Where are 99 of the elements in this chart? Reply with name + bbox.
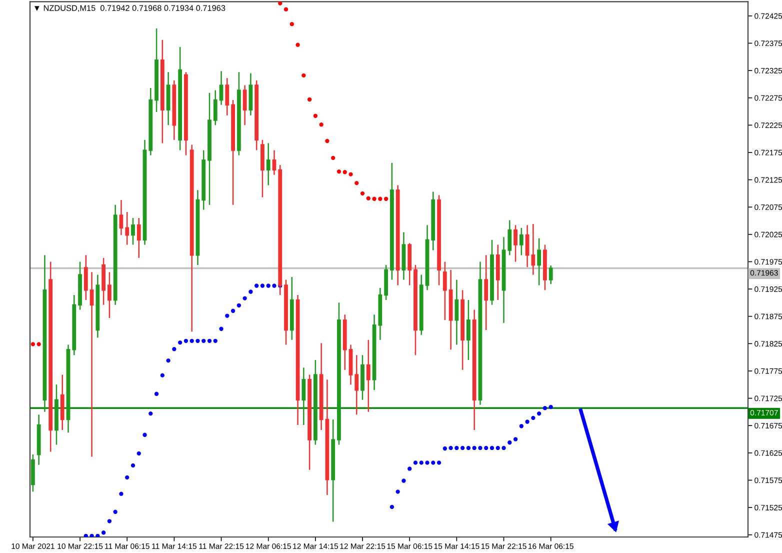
point <box>36 342 41 346</box>
candlestick <box>302 367 306 426</box>
candlestick <box>313 359 318 446</box>
candlestick <box>131 217 135 246</box>
candlestick <box>208 92 212 206</box>
candlestick <box>172 80 176 141</box>
candlestick <box>96 274 100 338</box>
candlestick <box>225 78 230 116</box>
candlestick <box>396 184 400 286</box>
point <box>378 196 382 201</box>
point <box>302 73 306 78</box>
candlestick <box>348 344 353 386</box>
candlestick <box>219 70 224 106</box>
candlestick <box>378 287 382 340</box>
candlestick <box>384 264 388 301</box>
candlestick <box>102 257 106 306</box>
candlestick <box>60 374 64 431</box>
candlestick <box>466 299 470 361</box>
candlestick <box>248 72 253 116</box>
point <box>348 172 353 176</box>
candlestick <box>543 244 547 291</box>
candlestick <box>160 39 164 144</box>
candlestick <box>236 72 241 156</box>
candlestick <box>266 142 270 186</box>
point <box>325 138 330 144</box>
point <box>366 196 370 200</box>
candlestick <box>508 220 512 256</box>
candlestick <box>519 227 524 256</box>
point <box>307 97 312 102</box>
candlestick <box>442 261 447 321</box>
candlestick <box>308 374 312 470</box>
candlestick <box>148 87 153 156</box>
candlestick <box>30 454 35 492</box>
point <box>336 169 342 174</box>
candlestick <box>454 279 459 346</box>
point <box>331 156 336 160</box>
candlestick <box>514 224 518 262</box>
point <box>290 22 294 26</box>
candlestick <box>136 217 141 259</box>
point <box>354 180 359 186</box>
candlestick <box>419 274 424 336</box>
candlestick <box>502 236 506 324</box>
candlestick <box>154 28 158 113</box>
candlestick <box>108 271 112 319</box>
candlestick <box>366 339 370 413</box>
candlestick <box>548 264 553 285</box>
candlestick <box>448 269 453 350</box>
candlestick <box>84 254 88 301</box>
point <box>30 342 36 346</box>
candlestick <box>537 238 542 286</box>
candlestick <box>119 199 124 236</box>
candlestick <box>490 239 494 306</box>
candlestick <box>402 232 406 280</box>
candlestick <box>231 99 235 206</box>
candlestick <box>48 261 53 452</box>
candlestick <box>342 314 347 370</box>
point <box>372 196 376 201</box>
candlestick <box>90 271 94 458</box>
candlestick <box>72 294 76 356</box>
candlestick <box>178 46 182 151</box>
point <box>278 2 282 6</box>
candlestick <box>254 80 259 151</box>
candlestick <box>272 150 276 176</box>
candlestick <box>360 354 364 401</box>
candlestick <box>184 72 188 156</box>
candlestick <box>331 418 336 522</box>
chart-title: ▼ NZDUSD,M15 0.71942 0.71968 0.71934 0.71963 <box>34 5 226 12</box>
candlestick <box>190 144 194 332</box>
candlestick <box>242 84 247 126</box>
candlestick <box>166 72 170 126</box>
candlestick <box>319 342 324 431</box>
candlestick <box>78 261 82 310</box>
candlestick <box>260 139 264 198</box>
candlestick <box>125 211 130 246</box>
candlestick <box>408 242 412 286</box>
point <box>296 42 300 47</box>
candlestick <box>472 309 476 431</box>
point <box>319 122 324 127</box>
point <box>384 196 388 201</box>
point <box>360 191 365 196</box>
candlestick <box>354 354 359 416</box>
candlestick <box>325 379 330 496</box>
candlestick <box>290 276 294 340</box>
candlestick <box>54 384 58 446</box>
candlestick <box>431 191 436 251</box>
candlestick <box>484 254 488 331</box>
candlestick <box>337 302 341 446</box>
point <box>284 7 288 12</box>
candlestick <box>213 90 218 126</box>
candlestick <box>113 204 118 306</box>
candlestick <box>460 289 465 370</box>
candlestick <box>202 150 206 210</box>
candlestick <box>36 414 41 466</box>
candlestick <box>414 264 418 356</box>
point <box>313 114 318 118</box>
candlestick <box>284 279 288 346</box>
candlestick <box>496 244 500 301</box>
point <box>342 170 347 174</box>
candlestick <box>437 194 441 286</box>
